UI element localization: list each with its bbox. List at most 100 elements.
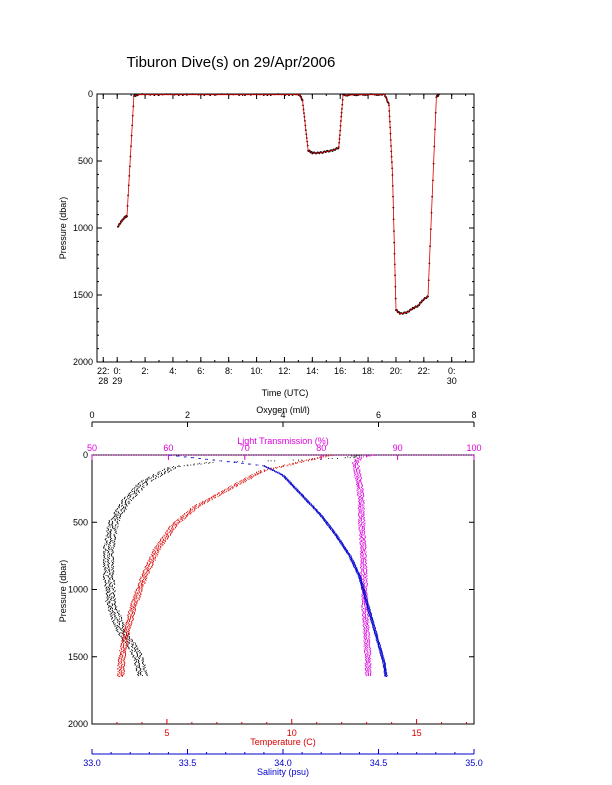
salinity-profile-point — [378, 643, 380, 645]
salinity-profile-point — [169, 454, 171, 456]
oxygen-profile-point — [106, 567, 108, 569]
oxygen-profile-point — [137, 671, 139, 673]
oxygen-profile-point — [119, 620, 121, 623]
temperature-profile-point — [124, 641, 127, 644]
salinity-profile-point — [361, 584, 363, 586]
salinity-profile-point — [384, 666, 387, 668]
transmission-profile-point — [353, 465, 355, 467]
oxygen-profile-point — [111, 617, 113, 619]
oxygen-profile-point — [104, 581, 106, 583]
salinity-profile-point — [384, 675, 386, 677]
oxygen-profile-point — [128, 633, 130, 635]
transmission-profile-point — [363, 583, 366, 585]
salinity-profile-point — [359, 580, 361, 582]
temperature-profile-point — [119, 675, 121, 677]
transmission-profile-point — [363, 520, 365, 522]
salinity-profile-point — [379, 651, 381, 653]
transmission-profile-point — [364, 627, 366, 629]
transmission-profile-point — [360, 512, 362, 514]
transmission-profile-point — [356, 461, 358, 464]
temperature-profile-point — [139, 592, 141, 594]
oxygen-profile-point — [119, 634, 121, 636]
temperature-profile-point — [206, 499, 208, 501]
salinity-profile-point — [372, 624, 374, 626]
salinity-profile-point — [329, 525, 331, 527]
oxygen-profile-point — [119, 520, 121, 522]
temperature-profile-point — [331, 454, 333, 456]
oxygen-profile-point — [155, 477, 157, 479]
temperature-profile-point — [122, 654, 124, 656]
transmission-profile-point — [360, 561, 362, 563]
depth-time-plot-area — [96, 93, 475, 363]
oxygen-profile-point — [103, 557, 105, 559]
temperature-profile-point — [128, 620, 131, 623]
transmission-profile-point — [363, 529, 365, 531]
transmission-profile-point — [356, 469, 358, 471]
temperature-profile-point — [141, 590, 143, 592]
oxygen-profile-point — [131, 645, 133, 648]
transmission-profile-point — [364, 652, 366, 654]
transmission-profile-point — [359, 547, 361, 549]
transmission-profile-point — [358, 492, 360, 494]
oxygen-profile-point — [145, 482, 147, 484]
temperature-profile-point — [171, 528, 173, 531]
transmission-profile-point — [364, 669, 366, 671]
temperature-profile-point — [128, 633, 130, 635]
salinity-profile-point — [334, 532, 336, 535]
temperature-profile-point — [147, 563, 149, 565]
salinity-profile-point — [385, 670, 387, 673]
oxygen-profile-point — [143, 486, 145, 489]
salinity-profile-point — [384, 670, 386, 673]
oxygen-profile-point — [108, 591, 110, 593]
oxygen-profile-point — [106, 588, 108, 590]
salinity-profile-point — [314, 507, 316, 510]
salinity-profile-point — [355, 567, 357, 569]
temperature-profile-point — [195, 505, 197, 507]
temperature-profile-point — [123, 661, 125, 663]
salinity-profile-point — [370, 613, 372, 615]
salinity-profile-point — [383, 661, 386, 663]
temperature-profile-point — [209, 498, 211, 500]
salinity-profile-point — [348, 554, 350, 556]
oxygen-profile-point — [138, 658, 141, 660]
salinity-tick-label: 34.5 — [370, 758, 388, 768]
oxygen-profile-point — [108, 555, 110, 557]
transmission-profile-point — [367, 661, 369, 663]
transmission-profile-point — [356, 486, 358, 488]
temperature-profile-point — [121, 640, 123, 642]
oxygen-profile-point — [157, 471, 159, 473]
temperature-profile-point — [199, 505, 201, 507]
salinity-profile-point — [383, 662, 385, 665]
oxygen-profile-point — [108, 605, 110, 607]
transmission-profile-point — [362, 601, 364, 603]
oxygen-profile-point — [105, 558, 107, 560]
temperature-profile-point — [123, 648, 125, 650]
oxygen-profile-point — [109, 578, 111, 581]
transmission-profile-point — [360, 533, 362, 535]
temperature-profile-point — [198, 504, 200, 506]
oxygen-profile-point — [151, 477, 153, 479]
temperature-profile-point — [133, 597, 135, 599]
temperature-profile-point — [132, 619, 134, 621]
oxygen-profile-point — [111, 599, 113, 602]
transmission-profile-point — [370, 663, 372, 665]
salinity-profile-point — [378, 647, 380, 649]
oxygen-profile-point — [121, 629, 123, 631]
salinity-profile-point — [283, 474, 285, 476]
temperature-profile-point — [124, 662, 126, 665]
oxygen-profile-point — [134, 662, 136, 665]
oxygen-profile-point — [109, 596, 111, 598]
oxygen-profile-point — [140, 480, 142, 482]
oxygen-profile-point — [132, 498, 134, 500]
temperature-profile-point — [163, 534, 165, 536]
transmission-profile-point — [365, 545, 367, 547]
temperature-profile-point — [122, 671, 124, 673]
temperature-profile-point — [145, 566, 147, 568]
transmission-profile-point — [362, 488, 364, 490]
temperature-profile-point — [123, 652, 125, 654]
transmission-profile-point — [363, 558, 365, 560]
oxygen-profile-point — [107, 537, 109, 539]
oxygen-profile-point — [133, 654, 135, 656]
salinity-profile-point — [346, 549, 349, 552]
